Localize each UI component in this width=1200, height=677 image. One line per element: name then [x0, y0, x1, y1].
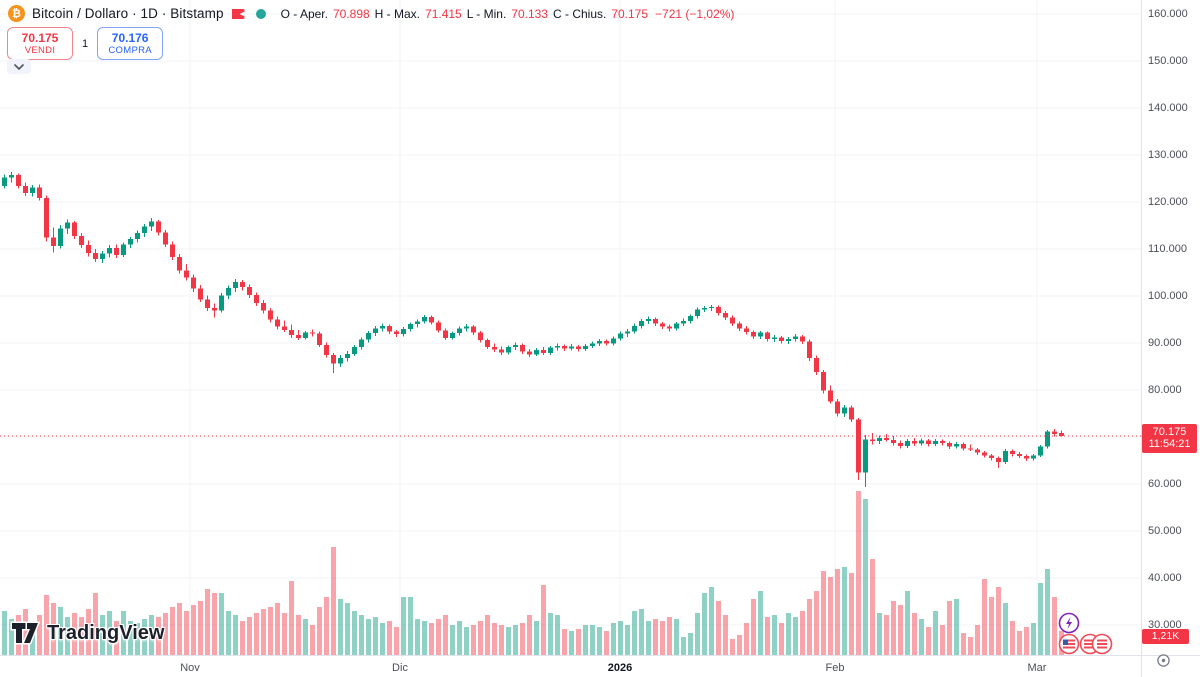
bar-countdown: 11:54:21 [1148, 438, 1191, 450]
price-axis-label: 60.000 [1148, 478, 1182, 490]
high-value: 71.415 [425, 6, 462, 21]
us-flag-event-icon[interactable] [1058, 633, 1080, 660]
chevron-down-icon [14, 63, 24, 70]
symbol-header: ₿ Bitcoin / Dollaro · 1D · Bitstamp O - … [8, 5, 734, 22]
sell-price: 70.175 [21, 31, 59, 46]
watermark-text: TradingView [47, 621, 165, 644]
symbol-title[interactable]: Bitcoin / Dollaro · 1D · Bitstamp [32, 6, 224, 21]
tradingview-watermark[interactable]: TradingView [10, 620, 164, 646]
price-axis-label: 150.000 [1148, 55, 1188, 67]
price-axis-label: 80.000 [1148, 384, 1182, 396]
high-label: H - Max. [374, 6, 421, 21]
ohlc-readout: O - Aper. 70.898 H - Max. 71.415 L - Min. 7… [281, 7, 735, 21]
axis-settings-icon[interactable] [1156, 653, 1171, 673]
price-axis-label: 110.000 [1148, 243, 1187, 255]
spread-value: 1 [82, 37, 89, 50]
candles-chart-type-icon [231, 7, 245, 21]
volume-badge: 1,21K [1142, 629, 1189, 644]
last-price-badge: 70.175 11:54:21 [1142, 424, 1197, 453]
last-price-value: 70.175 [1152, 426, 1187, 438]
open-label: O - Aper. [280, 6, 328, 21]
time-axis-label: Nov [180, 662, 200, 674]
sell-label: VENDI [24, 45, 56, 57]
price-axis-label: 50.000 [1148, 525, 1182, 537]
time-axis-label: Dic [392, 662, 408, 674]
price-axis-label: 140.000 [1148, 102, 1188, 114]
change-value: −721 (−1,02%) [655, 6, 735, 21]
price-axis-label: 90.000 [1148, 337, 1182, 349]
time-axis-label: Feb [825, 662, 845, 674]
currency-pair-flags-icon[interactable] [1079, 633, 1113, 660]
realtime-status-dot [255, 8, 266, 19]
time-axis-label: Mar [1027, 662, 1047, 674]
lightning-event-icon[interactable] [1058, 612, 1080, 639]
price-axis-label: 160.000 [1148, 8, 1188, 20]
close-label: C - Chius. [552, 6, 607, 21]
bitcoin-icon: ₿ [8, 5, 25, 22]
price-axis-separator [1141, 0, 1142, 677]
collapse-panel-button[interactable] [7, 59, 31, 74]
price-axis-label: 100.000 [1148, 290, 1188, 302]
tradingview-logo-icon [10, 620, 40, 646]
time-axis-label: 2026 [607, 662, 633, 674]
price-axis-label: 30.000 [1148, 619, 1182, 631]
sell-button[interactable]: 70.175 VENDI [7, 27, 73, 60]
time-axis-separator [0, 655, 1200, 656]
close-value: 70.175 [611, 6, 649, 21]
buy-price: 70.176 [111, 31, 149, 46]
low-value: 70.133 [511, 6, 548, 21]
price-axis-label: 40.000 [1148, 572, 1182, 584]
price-axis-label: 130.000 [1148, 149, 1188, 161]
price-axis-label: 120.000 [1148, 196, 1188, 208]
order-panel: 70.175 VENDI 1 70.176 COMPRA [7, 27, 164, 60]
open-value: 70.898 [332, 6, 370, 21]
low-label: L - Min. [466, 6, 507, 21]
buy-label: COMPRA [108, 45, 152, 57]
buy-button[interactable]: 70.176 COMPRA [97, 27, 164, 60]
